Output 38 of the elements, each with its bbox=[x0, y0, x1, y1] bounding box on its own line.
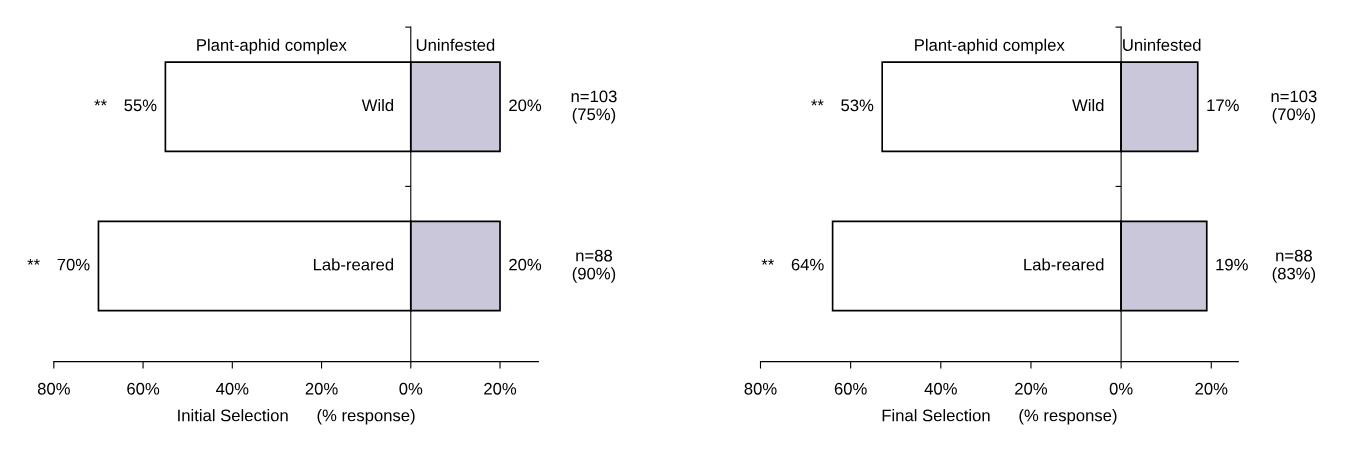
x-tick-label: 20% bbox=[1195, 382, 1228, 395]
x-tick-label: 80% bbox=[744, 382, 777, 395]
text: n=88 (90%) bbox=[572, 249, 616, 283]
x-tick-label: 60% bbox=[127, 382, 160, 395]
text: n=103 (75%) bbox=[571, 90, 617, 124]
x-axis-title: Final Selection (% response) bbox=[882, 409, 1117, 425]
y-tick-label: Wild bbox=[361, 98, 394, 112]
x-tick-label: 40% bbox=[924, 382, 957, 395]
y-tick-label: Lab-reared bbox=[1024, 258, 1104, 271]
series-label: Uninfested bbox=[416, 38, 495, 51]
data-label: 55% bbox=[124, 99, 157, 112]
y-tick-label: Lab-reared bbox=[313, 258, 394, 271]
series-label: Plant-aphid complex bbox=[915, 38, 1065, 55]
data-label: 20% bbox=[509, 258, 542, 271]
data-label: 20% bbox=[509, 99, 542, 112]
data-label: 19% bbox=[1216, 258, 1248, 271]
text: ** bbox=[27, 258, 40, 265]
x-tick-label: 20% bbox=[305, 382, 338, 395]
data-label: 53% bbox=[841, 99, 874, 112]
y-tick-label: Wild bbox=[1072, 98, 1104, 112]
annotation: ** bbox=[94, 99, 107, 106]
x-tick-label: 40% bbox=[216, 382, 249, 395]
x-tick-label: 60% bbox=[834, 382, 867, 395]
x-tick-label: 0% bbox=[1109, 382, 1133, 395]
text: n=103 (70%) bbox=[1271, 90, 1317, 124]
series-label: Plant-aphid complex bbox=[197, 38, 347, 55]
x-axis-title: Initial Selection (% response) bbox=[178, 409, 415, 425]
x-tick-label: 80% bbox=[37, 382, 70, 395]
series-label: Uninfested bbox=[1123, 38, 1201, 51]
x-tick-label: 20% bbox=[1015, 382, 1048, 395]
x-tick-label: 0% bbox=[399, 382, 423, 395]
annotation: ** bbox=[761, 258, 775, 265]
annotation: ** bbox=[811, 99, 824, 106]
x-tick-label: 20% bbox=[484, 382, 517, 395]
data-label: 17% bbox=[1207, 99, 1239, 112]
text: n=88 (83%) bbox=[1272, 249, 1316, 283]
data-label: 64% bbox=[791, 258, 824, 271]
data-label: 70% bbox=[57, 258, 90, 271]
